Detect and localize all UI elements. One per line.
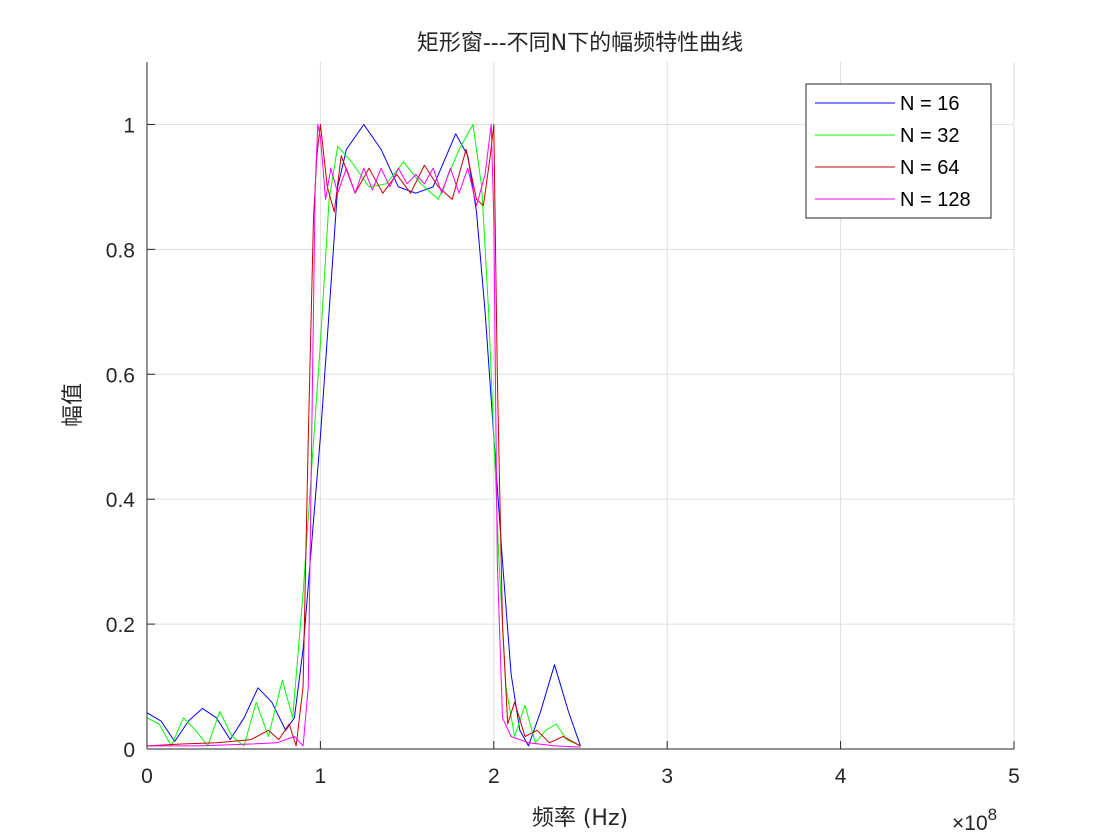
x-axis-label: 频率 (Hz) <box>532 806 628 831</box>
legend-entry: N = 16 <box>900 93 959 115</box>
y-tick-label: 0 <box>123 739 135 762</box>
x-tick-label: 3 <box>661 765 673 788</box>
series-line <box>147 124 581 748</box>
legend-entry: N = 32 <box>900 125 959 147</box>
x-tick-label: 2 <box>488 765 500 788</box>
x-tick-label: 0 <box>141 765 153 788</box>
y-axis-label: 幅值 <box>61 383 86 427</box>
y-tick-label: 0.6 <box>106 364 135 387</box>
y-tick-label: 1 <box>123 114 135 137</box>
x-tick-label: 5 <box>1008 765 1020 788</box>
series-layer <box>146 124 581 748</box>
x-tick-label: 4 <box>835 765 847 788</box>
series-line <box>146 124 581 747</box>
series-line <box>146 124 581 747</box>
x-exponent-base: ×10 <box>952 812 988 835</box>
x-exponent-power: 8 <box>988 805 997 824</box>
axes <box>146 62 1015 750</box>
legend: N = 16 N = 32 N = 64 N = 128 <box>805 83 992 219</box>
legend-entry: N = 128 <box>900 189 971 211</box>
y-tick-label: 0.2 <box>106 614 135 637</box>
legend-box <box>805 83 992 219</box>
y-tick-label: 0.4 <box>106 489 136 512</box>
legend-entry: N = 64 <box>900 157 959 179</box>
tick-labels: 0 1 2 3 4 5 0 0.2 0.4 0.6 0.8 1 <box>106 114 1020 788</box>
series-line <box>146 124 581 747</box>
x-tick-label: 1 <box>315 765 327 788</box>
x-exponent-label: ×108 <box>952 805 997 835</box>
y-tick-label: 0.8 <box>106 239 135 262</box>
chart-title: 矩形窗---不同N下的幅频特性曲线 <box>417 31 743 56</box>
